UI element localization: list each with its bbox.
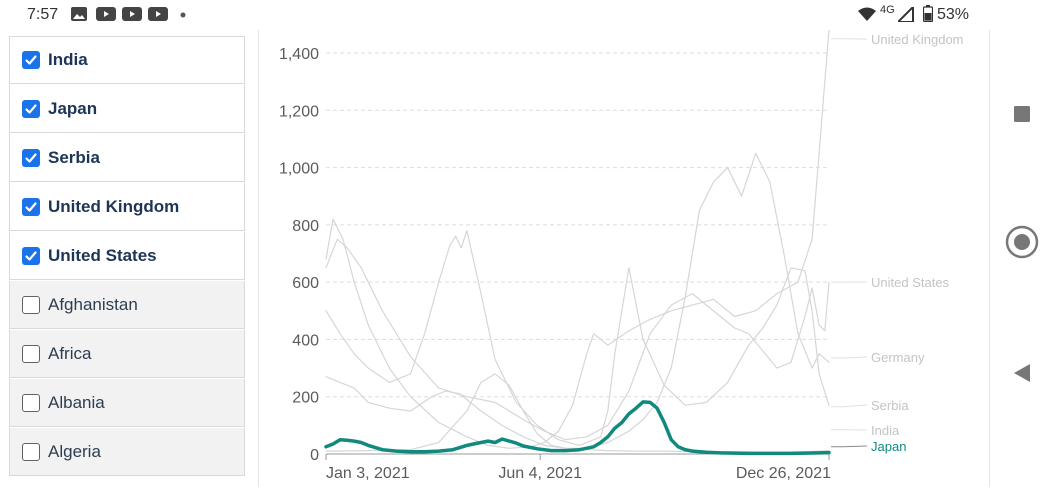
checkbox-unchecked[interactable]: [22, 345, 40, 363]
check-icon: [24, 102, 38, 116]
country-label: India: [48, 50, 88, 70]
country-label: United Kingdom: [48, 197, 179, 217]
youtube-icon: [122, 7, 142, 21]
y-tick-label: 1,200: [279, 103, 319, 120]
checkbox-unchecked[interactable]: [22, 443, 40, 461]
end-label-germany: Germany: [871, 350, 925, 365]
youtube-icon: [148, 7, 168, 21]
checkbox-unchecked[interactable]: [22, 296, 40, 314]
y-tick-label: 1,400: [279, 46, 319, 63]
dot-icon: [180, 12, 186, 18]
check-icon: [24, 151, 38, 165]
country-label: Algeria: [48, 442, 101, 462]
checkbox-checked[interactable]: [22, 149, 40, 167]
navigation-bar: [990, 30, 1054, 487]
country-row[interactable]: United States: [9, 232, 245, 280]
home-button[interactable]: [1004, 224, 1040, 260]
check-icon: [24, 53, 38, 67]
label-leader-line: [831, 357, 867, 358]
image-icon: [71, 7, 87, 21]
end-label-japan: Japan: [871, 439, 906, 454]
wifi-icon: [857, 6, 877, 22]
line-chart: 0 200 400 600 800 1,000 1,200 1,400 Jan 3, 2021 J…: [259, 30, 989, 487]
back-button[interactable]: [1004, 355, 1040, 391]
label-leader-line: [831, 405, 867, 407]
checkbox-unchecked[interactable]: [22, 394, 40, 412]
x-tick-label: Jan 3, 2021: [326, 465, 410, 482]
clock: 7:57: [27, 6, 58, 24]
x-tick-label: Dec 26, 2021: [736, 465, 831, 482]
country-row[interactable]: Albania: [9, 379, 245, 427]
country-row[interactable]: India: [9, 36, 245, 84]
series-line-serbia: [326, 231, 829, 446]
check-icon: [24, 200, 38, 214]
country-label: United States: [48, 246, 157, 266]
country-label: Japan: [48, 99, 97, 119]
status-bar: 7:57 4G 53%: [0, 0, 1054, 30]
checkbox-checked[interactable]: [22, 100, 40, 118]
country-row[interactable]: Serbia: [9, 134, 245, 182]
y-tick-label: 400: [292, 332, 319, 349]
network-type: 4G: [880, 4, 895, 16]
country-row[interactable]: Algeria: [9, 428, 245, 476]
checkbox-checked[interactable]: [22, 51, 40, 69]
country-row[interactable]: Japan: [9, 85, 245, 133]
end-label-united-kingdom: United Kingdom: [871, 32, 964, 47]
x-tick-label: Jun 4, 2021: [498, 465, 582, 482]
youtube-icon: [96, 7, 116, 21]
country-list: India Japan Serbia United Kingdom United Sta…: [0, 30, 258, 487]
end-label-united-states: United States: [871, 275, 950, 290]
y-tick-label: 600: [292, 275, 319, 292]
series-line-germany: [326, 153, 829, 448]
series-line-united-kingdom: [326, 30, 829, 448]
y-tick-label: 1,000: [279, 161, 319, 178]
country-label: Africa: [48, 344, 91, 364]
end-label-serbia: Serbia: [871, 398, 909, 413]
signal-icon: [898, 7, 914, 22]
country-label: Serbia: [48, 148, 100, 168]
country-label: Albania: [48, 393, 105, 413]
checkbox-checked[interactable]: [22, 247, 40, 265]
country-row[interactable]: Afghanistan: [9, 281, 245, 329]
checkbox-checked[interactable]: [22, 198, 40, 216]
y-tick-label: 0: [310, 447, 319, 464]
label-leader-line: [831, 446, 867, 447]
chart-panel: 0 200 400 600 800 1,000 1,200 1,400 Jan 3, 2021 J…: [258, 30, 990, 487]
y-tick-label: 800: [292, 218, 319, 235]
country-row[interactable]: Africa: [9, 330, 245, 378]
check-icon: [24, 249, 38, 263]
battery-icon: [923, 5, 933, 22]
y-tick-label: 200: [292, 390, 319, 407]
recents-button[interactable]: [1004, 96, 1040, 132]
country-label: Afghanistan: [48, 295, 138, 315]
end-label-india: India: [871, 423, 900, 438]
battery-level: 53%: [937, 6, 969, 24]
country-row[interactable]: United Kingdom: [9, 183, 245, 231]
